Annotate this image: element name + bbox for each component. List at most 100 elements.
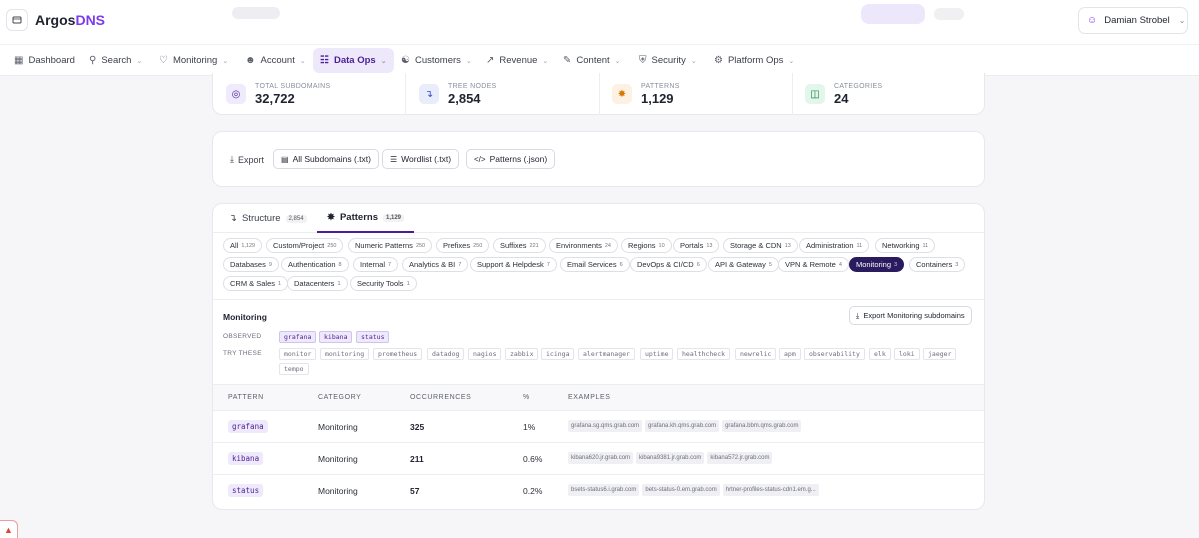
chevron-down-icon: ⌄ [542,57,549,65]
category-chip[interactable]: Containers 3 [909,257,966,272]
examples-list: bsets-status6.i.grab.com bets-status-0.e… [568,484,819,496]
suggestion-tag[interactable]: apm [779,348,801,360]
table-row[interactable]: status Monitoring 57 0.2% bsets-status6.… [213,475,984,507]
export-monitoring-button[interactable]: ⤓ Export Monitoring subdomains [849,306,972,325]
user-icon: ☻ [245,55,256,66]
category-chip[interactable]: Authentication 8 [281,257,349,272]
suggestion-tag[interactable]: zabbix [505,348,539,360]
pattern-category: Monitoring [318,454,358,464]
observed-label: OBSERVED [223,333,262,340]
observed-tag[interactable]: grafana [279,331,317,343]
category-chip[interactable]: VPN & Remote 4 [778,257,849,272]
column-header-category[interactable]: CATEGORY [318,394,362,401]
category-chip[interactable]: DevOps & CI/CD 6 [630,257,707,272]
main-nav: ▦ Dashboard ⚲ Search ⌄ ♡ Monitoring ⌄ ☻ Accoun… [0,44,1199,76]
brand-logo[interactable]: ArgosDNS [35,12,106,28]
table-row[interactable]: kibana Monitoring 211 0.6% kibana620.jr.… [213,443,984,475]
suggestion-tag[interactable]: loki [894,348,920,360]
category-chip[interactable]: Support & Helpdesk 7 [470,257,557,272]
sidebar-toggle-button[interactable] [6,9,28,31]
user-icon: ☺ [1087,15,1098,26]
pattern-name: status [228,484,264,497]
category-chip[interactable]: Suffixes 221 [493,238,546,253]
nav-monitoring[interactable]: ♡ Monitoring ⌄ [159,55,229,66]
category-chip[interactable]: Security Tools 1 [350,276,417,291]
nav-account[interactable]: ☻ Account ⌄ [245,55,306,66]
top-bar: ArgosDNS ☺ Damian Strobel ⌄ [0,0,1199,44]
suggestion-tag[interactable]: uptime [640,348,674,360]
suggestion-tag[interactable]: newrelic [735,348,777,360]
suggestion-tag[interactable]: jaeger [923,348,957,360]
suggestion-tag[interactable]: healthcheck [677,348,731,360]
divider [213,299,984,300]
user-menu-button[interactable]: ☺ Damian Strobel ⌄ [1078,7,1188,34]
suggestion-tag[interactable]: alertmanager [578,348,635,360]
category-chip[interactable]: Databases 9 [223,257,279,272]
dashboard-icon: ▦ [14,55,24,66]
table-row[interactable]: grafana Monitoring 325 1% grafana.sg.qms… [213,411,984,443]
column-header-percent[interactable]: % [523,394,530,401]
example-subdomain: kibana9381.jr.grab.com [636,452,705,464]
category-chip[interactable]: All 1,129 [223,238,263,253]
chevron-down-icon: ⌄ [299,57,306,65]
nav-revenue[interactable]: ↗ Revenue ⌄ [486,55,549,66]
category-chip[interactable]: Portals 13 [673,238,720,253]
nav-platform-ops[interactable]: ⚙ Platform Ops ⌄ [714,55,795,66]
category-chip-selected[interactable]: Monitoring 3 [849,257,905,272]
category-chip[interactable]: Internal 7 [353,257,399,272]
category-chip[interactable]: Networking 11 [875,238,936,253]
suggestion-tag[interactable]: tempo [279,363,309,375]
category-chip[interactable]: Regions 10 [621,238,672,253]
category-chip[interactable]: Environments 24 [549,238,618,253]
export-all-subdomains-button[interactable]: ▤ All Subdomains (.txt) [273,149,379,169]
nav-search[interactable]: ⚲ Search ⌄ [89,55,143,66]
suggestion-tag[interactable]: nagios [468,348,502,360]
category-chip[interactable]: Analytics & BI 7 [402,257,469,272]
file-icon: ▤ [281,154,289,164]
nav-dashboard[interactable]: ▦ Dashboard [14,55,75,66]
pattern-category: Monitoring [318,486,358,496]
column-header-occurrences[interactable]: OCCURRENCES [410,394,472,401]
category-chip[interactable]: Administration 11 [799,238,870,253]
pattern-percent: 0.2% [523,486,543,496]
divider [792,73,793,115]
nav-security[interactable]: ⛨ Security ⌄ [639,55,697,66]
code-icon: </> [474,154,486,164]
shield-icon: ⛨ [639,55,647,66]
suggestion-tag[interactable]: observability [804,348,865,360]
category-chip[interactable]: Storage & CDN 13 [723,238,798,253]
stat-patterns: ✸ PATTERNS 1,129 [612,75,680,113]
suggestion-tag[interactable]: elk [869,348,891,360]
suggestion-tag[interactable]: monitor [279,348,317,360]
pattern-percent: 0.6% [523,454,543,464]
chevron-down-icon: ⌄ [380,57,387,65]
export-patterns-button[interactable]: </> Patterns (.json) [466,149,556,169]
examples-list: grafana.sg.qms.grab.com grafana.kh.qms.g… [568,420,802,432]
suggestion-tag[interactable]: prometheus [373,348,423,360]
tab-structure[interactable]: ↴ Structure 2,854 [229,204,307,233]
observed-tag[interactable]: kibana [319,331,353,343]
chevron-down-icon: ⌄ [136,57,143,65]
tab-bar: ↴ Structure 2,854 ✸ Patterns 1,129 [213,204,984,233]
category-chip[interactable]: Prefixes 250 [436,238,490,253]
category-chip[interactable]: Email Services 6 [560,257,630,272]
category-chip[interactable]: API & Gateway 5 [708,257,779,272]
suggestion-tag[interactable]: monitoring [320,348,370,360]
chevron-down-icon: ⌄ [788,57,795,65]
header-action-button[interactable] [861,4,925,24]
globe-icon: ◎ [226,84,246,104]
category-chip[interactable]: Custom/Project 250 [266,238,344,253]
export-wordlist-button[interactable]: ☰ Wordlist (.txt) [382,149,460,169]
category-chip[interactable]: Numeric Patterns 250 [348,238,433,253]
debug-toolbar-icon[interactable]: ▲ [0,520,18,538]
suggestion-tag[interactable]: datadog [427,348,465,360]
suggestion-tag[interactable]: icinga [541,348,575,360]
tab-patterns[interactable]: ✸ Patterns 1,129 [317,204,414,233]
column-header-pattern[interactable]: PATTERN [228,394,264,401]
nav-customers[interactable]: ☯ Customers ⌄ [401,55,472,66]
observed-tag[interactable]: status [356,331,390,343]
category-chip[interactable]: Datacenters 1 [287,276,348,291]
nav-data-ops[interactable]: ☷ Data Ops ⌄ [313,48,394,73]
nav-content[interactable]: ✎ Content ⌄ [563,55,621,66]
category-chip[interactable]: CRM & Sales 1 [223,276,289,291]
